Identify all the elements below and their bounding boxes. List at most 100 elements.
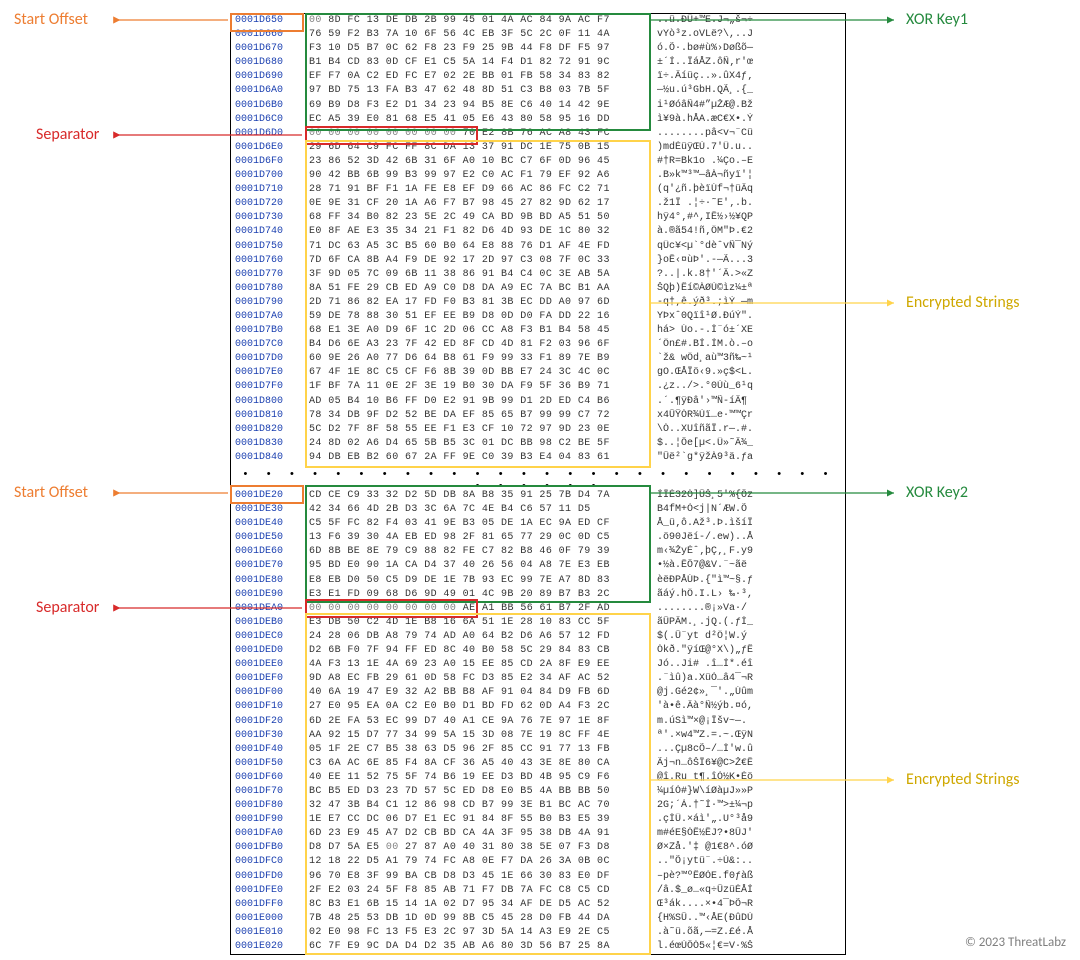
offset-cell: 0001DEF0 (231, 672, 305, 686)
hex-cell: 96 70 E8 3F 99 BA CB D8 D3 45 1E 66 30 8… (309, 870, 651, 884)
offset-cell: 0001D670 (231, 42, 305, 56)
ascii-cell: hÿ4°‚#^,IÊ½›½¥QP (657, 211, 829, 225)
lbl-enc-2: Encrypted Strings (906, 770, 1020, 789)
ascii-cell: l.éœÚÔÒ5«¦€=V·%Š (657, 940, 829, 954)
ascii-cell: Œ³ák....×•4¯ÞÕ¬R (657, 898, 829, 912)
hex-cell: AD 05 B4 10 B6 FF D0 E2 91 9B 99 D1 2D E… (309, 395, 651, 409)
offset-cell: 0001DE60 (231, 545, 305, 559)
hex-cell: 59 DE 78 88 30 51 EF EE B9 D8 0D D0 FA D… (309, 310, 651, 324)
ascii-cell: •½à.ÊÔ7@&V.¨~ãë (657, 559, 829, 573)
hex-cell: BC B5 ED D3 23 7D 57 5C ED D8 E0 B5 4A B… (309, 785, 651, 799)
hex-cell: 94 DB EB B2 60 67 2A FF 9E C0 39 B3 E4 0… (309, 451, 651, 465)
hex-cell: 40 EE 11 52 75 5F 74 B6 19 EE D3 BD 4B 9… (309, 771, 651, 785)
offset-cell: 0001D720 (231, 197, 305, 211)
offset-cell: 0001DF80 (231, 799, 305, 813)
offset-cell: 0001D6B0 (231, 99, 305, 113)
offset-cell: 0001DE20 (231, 489, 305, 503)
hex-cell: E8 EB D0 50 C5 D9 DE 1E 7B 93 EC 99 7E A… (309, 574, 651, 588)
hex-cell: 05 1F 2E C7 B5 38 63 D5 96 2F 85 CC 91 7… (309, 743, 651, 757)
offset-cell: 0001DF30 (231, 729, 305, 743)
hex-cell: 4A F3 13 1E 4A 69 23 A0 15 EE 85 CD 2A 8… (309, 658, 651, 672)
hex-cell: 1E E7 CC DC 06 D7 E1 EC 91 84 8F 55 B0 B… (309, 813, 651, 827)
lbl-separator-2: Separator (36, 598, 99, 617)
hex-cell: C3 6A AC 6E 85 F4 8A CF 36 A5 40 43 3E 8… (309, 757, 651, 771)
ascii-cell: m#éE§ÒË½ÊJ?•8ÛJ' (657, 827, 829, 841)
ascii-cell: .B»k™³™—âÀ¬ñyï'¦ (657, 169, 829, 183)
offset-cell: 0001DFF0 (231, 898, 305, 912)
hex-cell: 76 59 F2 B3 7A 10 6F 56 4C EB 3F 5C 2C 0… (309, 28, 651, 42)
ascii-cell: $..¦Ôe[µ<.Ü»˜Â¾_ (657, 437, 829, 451)
hex-cell: 13 F6 39 30 4A EB ED 98 2F 81 65 77 29 0… (309, 531, 651, 545)
ascii-cell: m‹¾ŽyÉˆ‚þÇ‚¸F.y9 (657, 545, 829, 559)
hex-row: 0001D66076 59 F2 B3 7A 10 6F 56 4C EB 3F… (231, 28, 845, 42)
hex-row: 0001E0007B 48 25 53 DB 1D 0D 99 8B C5 45… (231, 912, 845, 926)
hex-block-1: 0001D65000 8D FC 13 DE DB 2B 99 45 01 4A… (231, 14, 845, 465)
hex-row: 0001DEF09D A8 EC FB 29 61 0D 58 FC D3 85… (231, 672, 845, 686)
ascii-cell: {H%SÛ..™‹ÅE(ÐûDÚ (657, 912, 829, 926)
hex-cell: 71 DC 63 A5 3C B5 60 B0 64 E8 88 76 D1 A… (309, 240, 651, 254)
offset-cell: 0001D7D0 (231, 352, 305, 366)
arrow-start-2 (110, 486, 230, 500)
hex-cell: 40 6A 19 47 E9 32 A2 BB B8 AF 91 04 84 D… (309, 686, 651, 700)
hex-cell: 00 00 00 00 00 00 00 00 AE A1 BB 56 61 B… (309, 602, 651, 616)
lbl-separator-1: Separator (36, 125, 99, 144)
hex-row: 0001DED0D2 6B F0 7F 94 FF ED 8C 40 B0 58… (231, 644, 845, 658)
ascii-cell: ª'.×w4™Z.=.~.ŒÿN (657, 729, 829, 743)
ascii-cell: ì¥9à.hÅA.æC€X•.Ý (657, 113, 829, 127)
arrow-enc-2 (648, 773, 902, 787)
hex-row: 0001DF206D 2E FA 53 EC 99 D7 40 A1 CE 9A… (231, 715, 845, 729)
offset-cell: 0001DF20 (231, 715, 305, 729)
hex-cell: D2 6B F0 7F 94 FF ED 8C 40 B0 58 5C 29 8… (309, 644, 651, 658)
hex-row: 0001D7D060 9E 26 A0 77 D6 64 B8 61 F9 99… (231, 352, 845, 366)
offset-cell: 0001DE50 (231, 531, 305, 545)
offset-cell: 0001DF60 (231, 771, 305, 785)
hex-cell: 24 8D 02 A6 D4 65 5B B5 3C 01 DC BB 98 C… (309, 437, 651, 451)
hex-cell: 27 E0 95 EA 0A C2 E0 B0 D1 BD FD 62 0D A… (309, 700, 651, 714)
hex-row: 0001D680B1 B4 CD 83 0D CF E1 C5 5A 14 F4… (231, 56, 845, 70)
hex-row: 0001D6B069 B9 D8 F3 E2 D1 34 23 94 B5 8E… (231, 99, 845, 113)
ascii-cell: ¼µíÓ#}W\íØàµJ»»P (657, 785, 829, 799)
ascii-cell: (q'¿ñ.þèïÙf¬†üÂq (657, 183, 829, 197)
hex-row: 0001DF901E E7 CC DC 06 D7 E1 EC 91 84 8F… (231, 813, 845, 827)
hex-row: 0001D690EF F7 0A C2 ED FC E7 02 2E BB 01… (231, 70, 845, 84)
hex-cell: 7B 48 25 53 DB 1D 0D 99 8B C5 45 28 D0 F… (309, 912, 651, 926)
hex-row: 0001D75071 DC 63 A5 3C B5 60 B0 64 E8 88… (231, 240, 845, 254)
offset-cell: 0001DE70 (231, 559, 305, 573)
hex-cell: 28 71 91 BF F1 1A FE E8 EF D9 66 AC 86 F… (309, 183, 651, 197)
hex-cell: 8C B3 E1 6B 15 14 1A 02 D7 95 34 AF DE D… (309, 898, 651, 912)
hex-cell: E3 DB 50 C2 4D 1E B8 16 6A 51 1E 28 10 8… (309, 616, 651, 630)
ascii-cell: ŠQþ)Ëí©ÀØÚ©ìz¼±ª (657, 282, 829, 296)
offset-cell: 0001DF10 (231, 700, 305, 714)
offset-cell: 0001D840 (231, 451, 305, 465)
hex-cell: 2F E2 03 24 5F F8 85 AB 71 F7 DB 7A FC C… (309, 884, 651, 898)
hex-row: 0001DFB0D8 D7 5A E5 00 27 87 A0 40 31 80… (231, 841, 845, 855)
hex-cell: F3 10 D5 B7 0C 62 F8 23 F9 25 9B 44 F8 D… (309, 42, 651, 56)
ascii-cell: èëÐPÅÙÞ.{"ì™~§.ƒ (657, 574, 829, 588)
hex-row: 0001D7607D 6F CA 8B A4 F9 DE 92 17 2D 97… (231, 254, 845, 268)
ascii-cell: .ö90Jëí-/.ew)..Å (657, 531, 829, 545)
ascii-cell: –pè?™ºËØÓE.f0ƒàß (657, 870, 829, 884)
hex-panel: 0001D65000 8D FC 13 DE DB 2B 99 45 01 4A… (230, 13, 846, 955)
hex-row: 0001D740E0 8F AE E3 35 34 21 F1 82 D6 4D… (231, 225, 845, 239)
ascii-cell: gO.ŒÅÏö‹9.»ç$<L. (657, 366, 829, 380)
offset-cell: 0001D7B0 (231, 324, 305, 338)
ascii-cell: ±´Í..ÏáÅZ.ôÑ‚r'œ (657, 56, 829, 70)
hex-cell: 78 34 DB 9F D2 52 BE DA EF 85 65 B7 99 9… (309, 409, 651, 423)
hex-row: 0001D7A059 DE 78 88 30 51 EF EE B9 D8 0D… (231, 310, 845, 324)
hex-cell: 2D 71 86 82 EA 17 FD F0 B3 81 3B EC DD A… (309, 296, 651, 310)
hex-cell: 42 34 66 4D 2B D3 3C 6A 7C 4E B4 C6 57 1… (309, 503, 651, 517)
arrow-xor-2 (648, 486, 902, 500)
ascii-cell: ...Çµ8cÕ–/…Ì'w.û (657, 743, 829, 757)
offset-cell: 0001DFE0 (231, 884, 305, 898)
offset-cell: 0001E020 (231, 940, 305, 954)
offset-cell: 0001D700 (231, 169, 305, 183)
hex-row: 0001D71028 71 91 BF F1 1A FE E8 EF D9 66… (231, 183, 845, 197)
lbl-xor-key-2: XOR Key2 (906, 483, 968, 502)
hex-row: 0001D7C0B4 D6 6E A3 23 7F 42 ED 8F CD 4D… (231, 338, 845, 352)
ascii-cell: @j.Gé2¢»¸¯'.„Ùûm (657, 686, 829, 700)
hex-row: 0001DE606D 8B BE 8E 79 C9 88 82 FE C7 82… (231, 545, 845, 559)
offset-cell: 0001DEE0 (231, 658, 305, 672)
hex-row: 0001DEE0 4A F3 13 1E 4A 69 23 A0 15 EE 85… (231, 658, 845, 672)
offset-cell: 0001D7E0 (231, 366, 305, 380)
offset-cell: 0001DFC0 (231, 855, 305, 869)
